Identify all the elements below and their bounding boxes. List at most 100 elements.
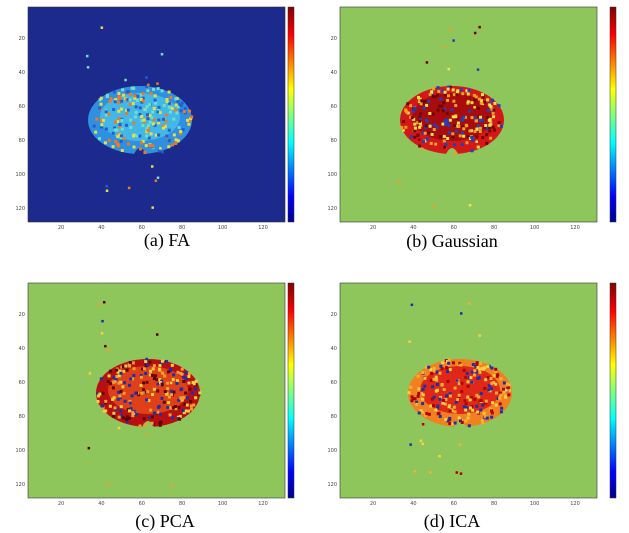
voxel [446, 367, 450, 371]
voxel [479, 115, 483, 119]
voxel [443, 120, 447, 124]
voxel [126, 142, 130, 146]
voxel [182, 110, 186, 114]
voxel [128, 383, 132, 387]
voxel [473, 98, 477, 102]
voxel [153, 98, 157, 102]
voxel [413, 397, 417, 401]
voxel [466, 380, 470, 384]
voxel [163, 124, 167, 128]
voxel [438, 104, 442, 108]
voxel [99, 96, 103, 100]
voxel [464, 402, 468, 406]
voxel [156, 382, 159, 386]
voxel [157, 118, 161, 122]
voxel [172, 373, 176, 377]
voxel [466, 384, 470, 388]
voxel [158, 367, 162, 371]
voxel [464, 419, 468, 423]
voxel [157, 404, 161, 408]
voxel [101, 319, 104, 323]
voxel [182, 396, 186, 400]
voxel [502, 381, 506, 385]
voxel [112, 90, 116, 94]
voxel [421, 147, 424, 151]
voxel [482, 411, 486, 415]
voxel [147, 399, 151, 403]
voxel [413, 470, 417, 473]
voxel [150, 421, 154, 425]
voxel [99, 118, 103, 122]
voxel [108, 404, 112, 408]
voxel [142, 118, 146, 122]
voxel [179, 109, 183, 113]
voxel [180, 101, 184, 105]
voxel [152, 118, 156, 122]
voxel [446, 94, 450, 98]
voxel [162, 126, 166, 130]
voxel [499, 410, 503, 414]
voxel [454, 115, 458, 119]
voxel [451, 88, 455, 92]
voxel [139, 383, 143, 387]
voxel [119, 405, 123, 409]
voxel [449, 28, 452, 31]
voxel [492, 115, 496, 119]
voxel [484, 401, 488, 405]
voxel [146, 128, 150, 132]
voxel [419, 123, 423, 127]
voxel [434, 375, 438, 379]
y-tick-label: 100 [327, 448, 337, 454]
voxel [187, 381, 191, 385]
voxel [468, 406, 472, 410]
voxel [138, 113, 142, 117]
voxel [488, 103, 492, 107]
voxel [153, 123, 157, 127]
voxel [151, 110, 155, 114]
voxel [172, 390, 176, 394]
voxel [497, 121, 501, 125]
voxel [453, 143, 457, 147]
voxel [139, 375, 143, 379]
voxel [185, 403, 189, 407]
voxel [419, 117, 422, 121]
voxel [166, 387, 170, 391]
voxel [182, 375, 186, 379]
voxel [160, 382, 164, 386]
voxel [156, 82, 159, 85]
voxel [112, 396, 116, 400]
voxel [92, 124, 96, 128]
brain-notch [134, 148, 146, 154]
voxel [152, 87, 156, 91]
voxel [149, 132, 153, 136]
voxel [450, 409, 454, 413]
voxel [447, 85, 451, 89]
x-tick-label: 40 [98, 501, 104, 507]
voxel [439, 97, 443, 101]
voxel [120, 149, 124, 153]
voxel [186, 409, 190, 413]
colorbar [609, 282, 617, 499]
voxel [411, 109, 415, 113]
voxel [117, 415, 121, 419]
voxel [107, 138, 111, 142]
voxel [160, 359, 164, 363]
voxel [191, 380, 195, 384]
voxel [171, 378, 175, 382]
voxel [159, 147, 162, 150]
panel: 20 40 60 80 100 120 20 40 60 80 100 120 [15, 6, 286, 231]
voxel [470, 116, 474, 120]
voxel [160, 89, 164, 93]
voxel [435, 388, 439, 392]
voxel [117, 95, 121, 99]
voxel [451, 361, 455, 365]
voxel [426, 120, 430, 123]
voxel [446, 379, 450, 383]
voxel [421, 402, 425, 406]
panel: 20 40 60 80 100 120 20 40 60 80 100 120 [15, 282, 286, 507]
voxel [170, 363, 174, 367]
voxel [163, 390, 167, 394]
voxel [475, 135, 479, 139]
voxel [431, 385, 435, 389]
voxel [142, 417, 146, 421]
